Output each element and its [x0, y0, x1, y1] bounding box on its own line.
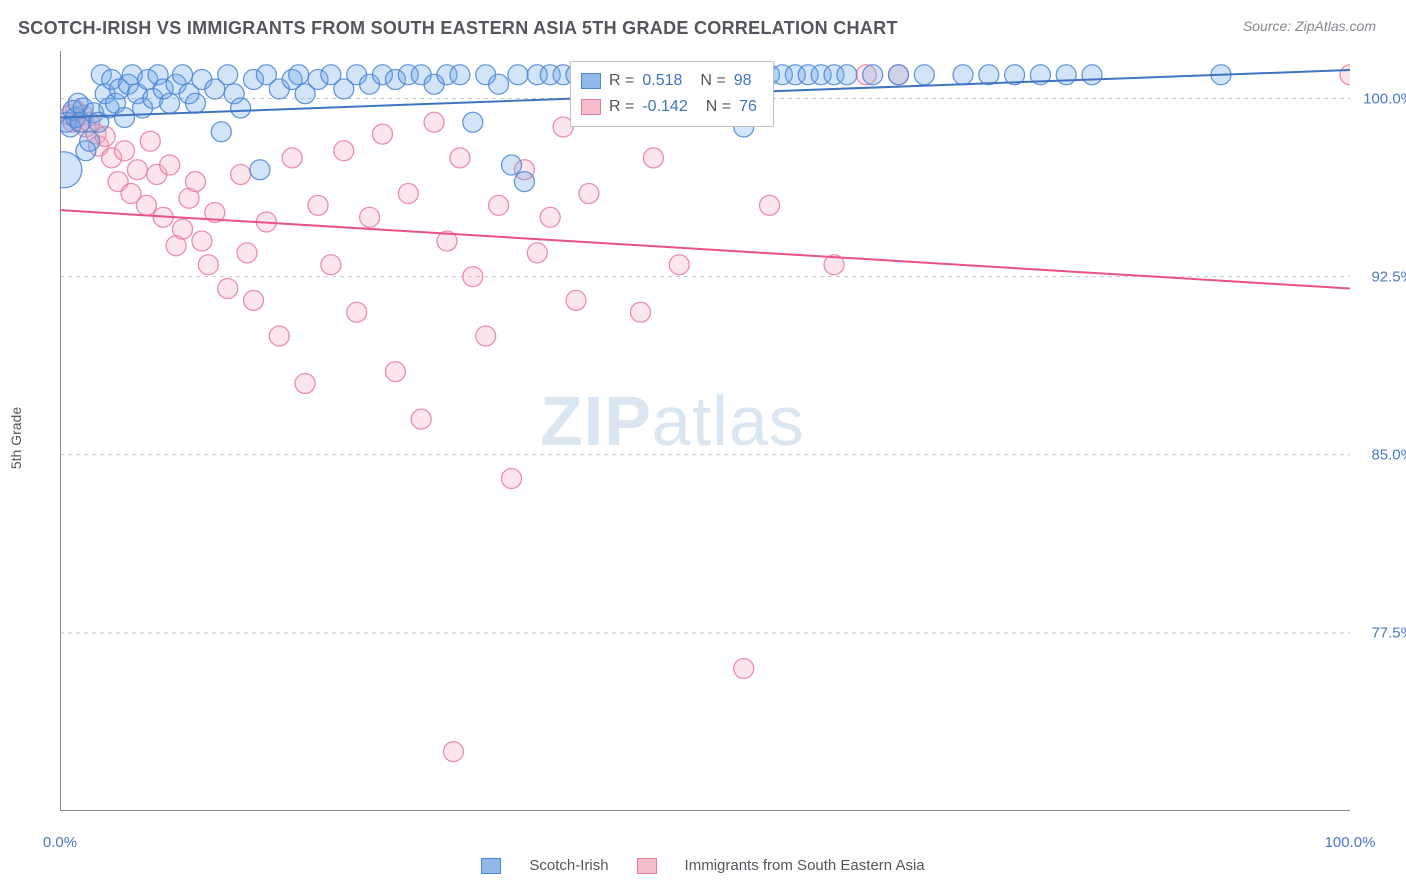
- n-value: 76: [739, 98, 757, 116]
- y-tick-label: 92.5%: [1371, 268, 1406, 285]
- r-label: R =: [609, 72, 634, 90]
- source-attribution: Source: ZipAtlas.com: [1243, 18, 1376, 34]
- n-value: 98: [734, 72, 752, 90]
- y-tick-label: 77.5%: [1371, 624, 1406, 641]
- n-label: N =: [706, 98, 731, 116]
- x-tick-label: 0.0%: [43, 834, 77, 851]
- legend-label-pink: Immigrants from South Eastern Asia: [685, 857, 925, 874]
- y-axis-label: 5th Grade: [8, 407, 24, 469]
- correlation-stats-box: R = 0.518 N = 98 R = -0.142 N = 76: [570, 61, 774, 127]
- chart-title: SCOTCH-IRISH VS IMMIGRANTS FROM SOUTH EA…: [18, 18, 898, 39]
- scatter-plot: [60, 51, 1350, 811]
- stats-row-pink: R = -0.142 N = 76: [581, 94, 757, 120]
- legend-label-blue: Scotch-Irish: [529, 857, 608, 874]
- chart-area: ZIPatlas 100.0%92.5%85.0%77.5% 0.0%100.0…: [60, 51, 1350, 811]
- legend: Scotch-Irish Immigrants from South Easte…: [0, 857, 1406, 874]
- n-label: N =: [700, 72, 725, 90]
- legend-swatch-pink-icon: [637, 858, 657, 874]
- swatch-pink-icon: [581, 99, 601, 115]
- swatch-blue-icon: [581, 73, 601, 89]
- r-value: -0.142: [642, 98, 687, 116]
- chart-header: SCOTCH-IRISH VS IMMIGRANTS FROM SOUTH EA…: [0, 0, 1406, 45]
- stats-row-blue: R = 0.518 N = 98: [581, 68, 757, 94]
- y-tick-label: 100.0%: [1363, 90, 1406, 107]
- x-tick-label: 100.0%: [1325, 834, 1376, 851]
- legend-swatch-blue-icon: [481, 858, 501, 874]
- y-tick-label: 85.0%: [1371, 446, 1406, 463]
- r-value: 0.518: [642, 72, 682, 90]
- r-label: R =: [609, 98, 634, 116]
